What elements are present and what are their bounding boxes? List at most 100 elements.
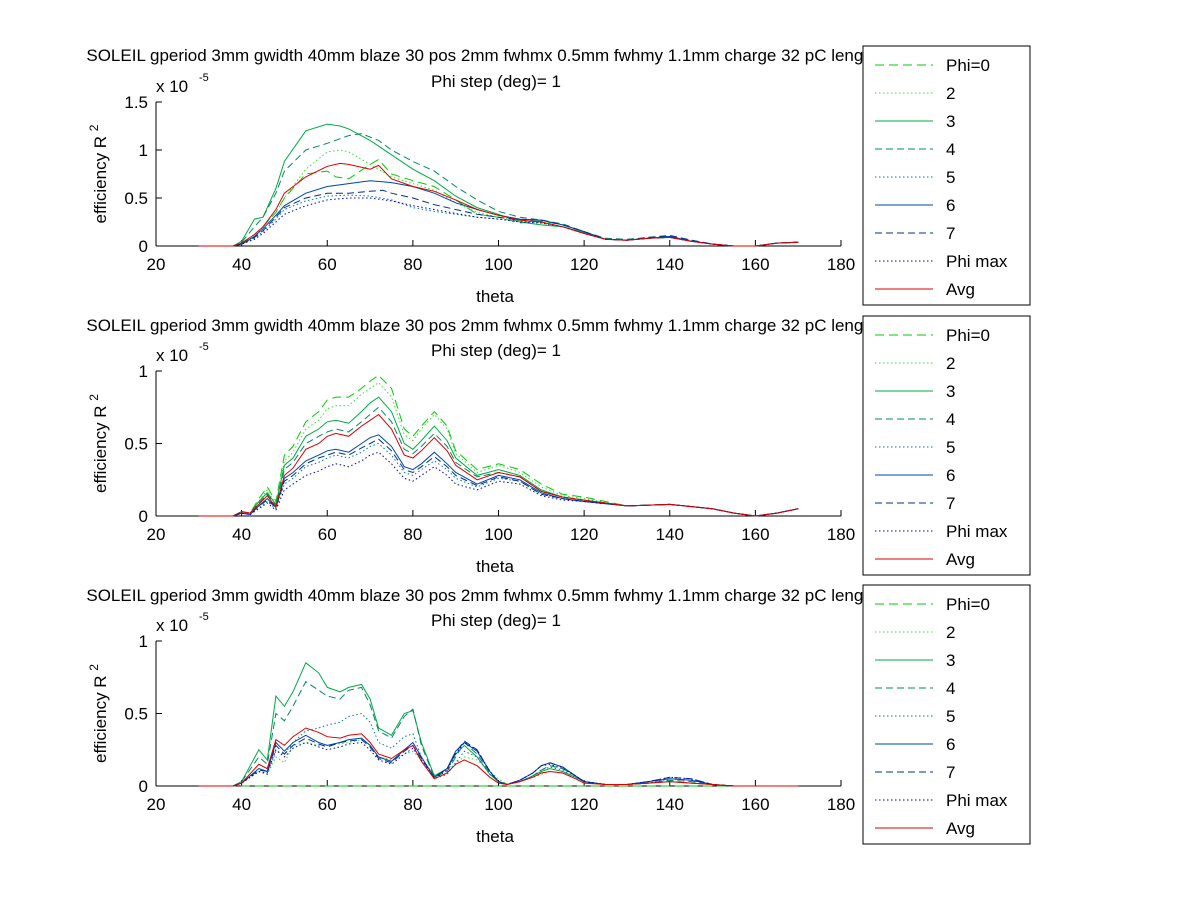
- x-tick-label: 140: [656, 525, 684, 544]
- chart-subtitle: Phi step (deg)= 1: [431, 611, 561, 630]
- chart-title: SOLEIL gperiod 3mm gwidth 40mm blaze 30 …: [86, 46, 909, 65]
- legend-label: 4: [946, 410, 955, 429]
- x-tick-label: 140: [656, 255, 684, 274]
- legend-box: [862, 315, 1031, 576]
- x-tick-label: 60: [318, 255, 337, 274]
- series-line-6: [198, 734, 799, 787]
- legend-label: 7: [946, 763, 955, 782]
- y-multiplier: x 10: [156, 616, 188, 635]
- series-line-2: [198, 739, 799, 787]
- x-axis-label: theta: [476, 557, 514, 576]
- legend-label: 5: [946, 438, 955, 457]
- subplot-2: SOLEIL gperiod 3mm gwidth 40mm blaze 30 …: [86, 315, 1031, 576]
- legend-box: [862, 584, 1031, 845]
- x-tick-label: 180: [827, 795, 855, 814]
- legend-label: Phi=0: [946, 56, 990, 75]
- subplot-3: SOLEIL gperiod 3mm gwidth 40mm blaze 30 …: [86, 584, 1031, 846]
- y-axis-label-sup: 2: [87, 664, 101, 671]
- y-axis-label: efficiency R 2: [87, 394, 110, 493]
- x-tick-label: 140: [656, 795, 684, 814]
- legend-label: 7: [946, 494, 955, 513]
- x-axis-label: theta: [476, 827, 514, 846]
- x-axis-label: theta: [476, 287, 514, 306]
- legend-label: Phi max: [946, 522, 1008, 541]
- legend-label: 5: [946, 707, 955, 726]
- legend-label: 2: [946, 623, 955, 642]
- y-tick-label: 0: [139, 507, 148, 526]
- legend-label: 6: [946, 735, 955, 754]
- legend-label: 5: [946, 168, 955, 187]
- legend-label: 7: [946, 224, 955, 243]
- x-tick-label: 60: [318, 525, 337, 544]
- series-line-7: [198, 189, 799, 247]
- series-line-avg: [198, 727, 799, 787]
- series-line-2: [198, 149, 799, 247]
- legend-label: 2: [946, 354, 955, 373]
- chart-subtitle: Phi step (deg)= 1: [431, 72, 561, 91]
- x-tick-label: 180: [827, 525, 855, 544]
- x-tick-label: 100: [484, 525, 512, 544]
- y-axis-label-sup: 2: [87, 124, 101, 131]
- y-axis-label: efficiency R 2: [87, 664, 110, 763]
- series-line-phi-max: [198, 197, 799, 247]
- y-multiplier: x 10: [156, 346, 188, 365]
- legend-label: 3: [946, 112, 955, 131]
- legend-label: Phi=0: [946, 595, 990, 614]
- chart-title: SOLEIL gperiod 3mm gwidth 40mm blaze 30 …: [86, 586, 909, 605]
- legend-label: 6: [946, 466, 955, 485]
- y-tick-label: 0.5: [124, 705, 148, 724]
- series-line-7: [198, 737, 799, 787]
- x-tick-label: 60: [318, 795, 337, 814]
- series-line-phi-max: [198, 741, 799, 787]
- y-axis-label: efficiency R 2: [87, 124, 110, 223]
- y-multiplier: x 10: [156, 77, 188, 96]
- x-tick-label: 100: [484, 795, 512, 814]
- y-multiplier-exponent: -5: [199, 341, 209, 353]
- legend-label: Avg: [946, 819, 975, 838]
- y-tick-label: 1: [139, 632, 148, 651]
- x-tick-label: 40: [232, 255, 251, 274]
- x-tick-label: 160: [741, 255, 769, 274]
- legend-label: 4: [946, 679, 955, 698]
- x-tick-label: 80: [403, 255, 422, 274]
- series-line-5: [198, 712, 799, 787]
- x-tick-label: 120: [570, 525, 598, 544]
- series-line-6: [198, 434, 799, 517]
- series-line-phi-0: [198, 374, 799, 517]
- legend-label: 4: [946, 140, 955, 159]
- x-tick-label: 40: [232, 525, 251, 544]
- legend-label: Avg: [946, 280, 975, 299]
- legend: Phi=0 2 3 4 5 6 7 Phi max Avg: [862, 45, 1031, 306]
- legend: Phi=0 2 3 4 5 6 7 Phi max Avg: [862, 584, 1031, 845]
- chart-subtitle: Phi step (deg)= 1: [431, 341, 561, 360]
- x-tick-label: 80: [403, 795, 422, 814]
- y-axis-label-text: efficiency R: [91, 401, 110, 493]
- x-tick-label: 160: [741, 795, 769, 814]
- series-line-3: [198, 123, 799, 247]
- legend-label: Avg: [946, 550, 975, 569]
- x-tick-label: 100: [484, 255, 512, 274]
- x-tick-label: 120: [570, 255, 598, 274]
- y-tick-label: 0.5: [124, 435, 148, 454]
- series-line-avg: [198, 162, 799, 247]
- x-tick-label: 20: [147, 525, 166, 544]
- y-axis-label-sup: 2: [87, 394, 101, 401]
- y-axis-label-text: efficiency R: [91, 671, 110, 763]
- legend-label: Phi max: [946, 252, 1008, 271]
- y-tick-label: 0: [139, 777, 148, 796]
- legend-label: 6: [946, 196, 955, 215]
- x-tick-label: 160: [741, 525, 769, 544]
- x-tick-label: 20: [147, 795, 166, 814]
- series-line-4: [198, 680, 799, 787]
- y-multiplier-exponent: -5: [199, 611, 209, 623]
- x-tick-label: 20: [147, 255, 166, 274]
- legend-label: Phi max: [946, 791, 1008, 810]
- y-tick-label: 1: [139, 141, 148, 160]
- chart-title: SOLEIL gperiod 3mm gwidth 40mm blaze 30 …: [86, 316, 909, 335]
- x-tick-label: 180: [827, 255, 855, 274]
- y-tick-label: 1.5: [124, 93, 148, 112]
- legend-label: Phi=0: [946, 326, 990, 345]
- series-line-avg: [198, 413, 799, 517]
- x-tick-label: 120: [570, 795, 598, 814]
- legend-label: 3: [946, 651, 955, 670]
